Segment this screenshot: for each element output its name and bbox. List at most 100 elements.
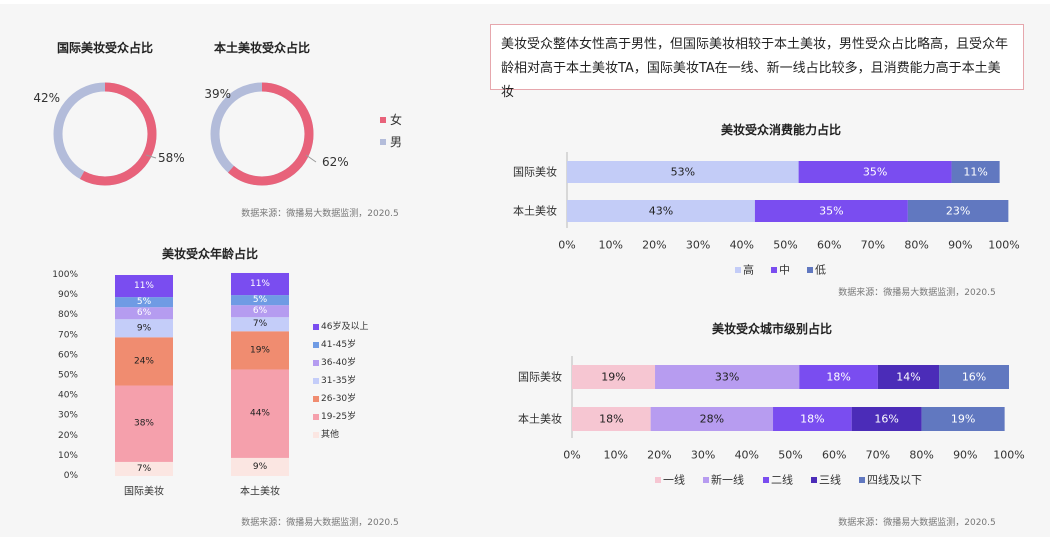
consume-category-label: 国际美妆 xyxy=(513,166,557,179)
age-segment-label: 5% xyxy=(253,295,268,305)
city-x-tick: 50% xyxy=(778,449,802,462)
consume-segment-label: 23% xyxy=(946,205,970,218)
city-x-tick: 30% xyxy=(691,449,715,462)
donut-leader-line xyxy=(305,154,317,163)
consume-legend-label: 低 xyxy=(815,264,826,277)
age-bar-segment xyxy=(115,275,173,298)
city-segment-label: 19% xyxy=(601,371,625,384)
age-y-tick: 40% xyxy=(58,391,78,401)
donut-title: 国际美妆受众占比 xyxy=(57,40,153,55)
consume-category-label: 本土美妆 xyxy=(513,204,557,218)
consume-x-tick: 90% xyxy=(948,239,972,252)
age-x-label: 国际美妆 xyxy=(124,485,164,498)
city-legend-label: 新一线 xyxy=(711,473,744,487)
city-segment-label: 14% xyxy=(896,371,920,384)
age-y-tick: 30% xyxy=(58,411,78,421)
donut-female-label: 62% xyxy=(322,155,349,169)
consume-legend-swatch xyxy=(771,267,777,273)
city-category-label: 本土美妆 xyxy=(518,412,562,426)
consume-x-tick: 20% xyxy=(642,239,666,252)
city-bar-segment xyxy=(939,365,1009,389)
city-bar-segment xyxy=(799,365,878,389)
city-x-tick: 40% xyxy=(735,449,759,462)
city-x-tick: 70% xyxy=(866,449,890,462)
consume-legend-label: 高 xyxy=(743,263,754,277)
city-legend-swatch xyxy=(655,477,661,483)
age-segment-label: 7% xyxy=(137,464,152,474)
age-y-tick: 90% xyxy=(58,290,78,300)
age-segment-label: 11% xyxy=(134,281,154,291)
donut-title: 本土美妆受众占比 xyxy=(214,40,310,55)
age-bar-segment xyxy=(115,385,173,462)
city-x-tick: 90% xyxy=(953,449,977,462)
consume-bar-segment xyxy=(567,200,755,222)
age-y-tick: 80% xyxy=(58,310,78,320)
consume-segment-label: 35% xyxy=(863,166,887,179)
age-legend-swatch xyxy=(313,360,319,366)
city-title: 美妆受众城市级别占比 xyxy=(712,321,832,336)
age-y-tick: 0% xyxy=(64,471,79,481)
consume-bar-segment xyxy=(754,200,908,222)
city-x-tick: 80% xyxy=(909,449,933,462)
consume-x-tick: 40% xyxy=(730,239,754,252)
consume-segment-label: 35% xyxy=(819,205,843,218)
source-label-age: 数据来源：微播易大数据监测，2020.5 xyxy=(241,516,399,528)
donut-male-label: 39% xyxy=(204,87,231,101)
consume-legend-swatch xyxy=(807,267,813,273)
legend-swatch-female xyxy=(380,117,386,123)
age-segment-label: 24% xyxy=(134,356,154,366)
age-segment-label: 6% xyxy=(253,306,268,316)
consume-x-tick: 30% xyxy=(686,239,710,252)
city-legend-swatch xyxy=(859,477,865,483)
city-segment-label: 33% xyxy=(715,371,739,384)
consume-legend-swatch xyxy=(735,267,741,273)
age-legend-swatch xyxy=(313,414,319,420)
age-segment-label: 9% xyxy=(137,323,152,333)
donut-female-slice xyxy=(53,82,157,186)
city-bar-segment xyxy=(650,407,774,431)
city-x-tick: 0% xyxy=(563,449,580,462)
consume-x-tick: 10% xyxy=(598,239,622,252)
donut-female-slice xyxy=(210,82,314,186)
age-legend-label: 36-40岁 xyxy=(321,356,356,368)
age-y-tick: 60% xyxy=(58,350,78,360)
age-legend-label: 41-45岁 xyxy=(321,338,356,350)
city-bar-segment xyxy=(655,365,800,389)
age-chart-title: 美妆受众年龄占比 xyxy=(162,246,258,261)
age-bar-segment xyxy=(115,307,173,320)
city-x-tick: 100% xyxy=(993,449,1024,462)
city-bar-segment xyxy=(851,407,922,431)
age-segment-label: 7% xyxy=(253,319,268,329)
consume-x-tick: 80% xyxy=(904,239,928,252)
top-strip xyxy=(0,0,1050,4)
age-legend-label: 19-25岁 xyxy=(321,410,356,422)
age-bar-segment xyxy=(115,319,173,338)
city-segment-label: 18% xyxy=(800,413,824,426)
age-legend-swatch xyxy=(313,378,319,384)
city-legend-label: 四线及以下 xyxy=(867,473,922,487)
age-y-tick: 100% xyxy=(52,270,78,280)
city-legend-label: 一线 xyxy=(663,473,685,487)
city-legend-label: 三线 xyxy=(819,473,841,487)
city-bar-segment xyxy=(572,365,656,389)
age-legend-label: 其他 xyxy=(321,428,339,440)
age-segment-label: 19% xyxy=(250,345,270,355)
legend-swatch-male xyxy=(380,139,386,145)
consume-bar-segment xyxy=(567,161,799,183)
age-legend-swatch xyxy=(313,432,319,438)
age-bar-segment xyxy=(231,295,289,306)
city-x-tick: 20% xyxy=(647,449,671,462)
consume-title: 美妆受众消费能力占比 xyxy=(721,122,841,137)
city-source-label: 数据来源：微播易大数据监测，2020.5 xyxy=(838,516,996,528)
age-bar-segment xyxy=(115,337,173,386)
source-label-gender: 数据来源：微播易大数据监测，2020.5 xyxy=(241,207,399,219)
age-bar-segment xyxy=(231,317,289,332)
legend-label-female: 女 xyxy=(390,112,402,127)
age-legend-label: 31-35岁 xyxy=(321,374,356,386)
age-legend-label: 26-30岁 xyxy=(321,392,356,404)
consume-segment-label: 11% xyxy=(963,166,987,179)
city-segment-label: 18% xyxy=(599,413,623,426)
consume-segment-label: 53% xyxy=(671,166,695,179)
